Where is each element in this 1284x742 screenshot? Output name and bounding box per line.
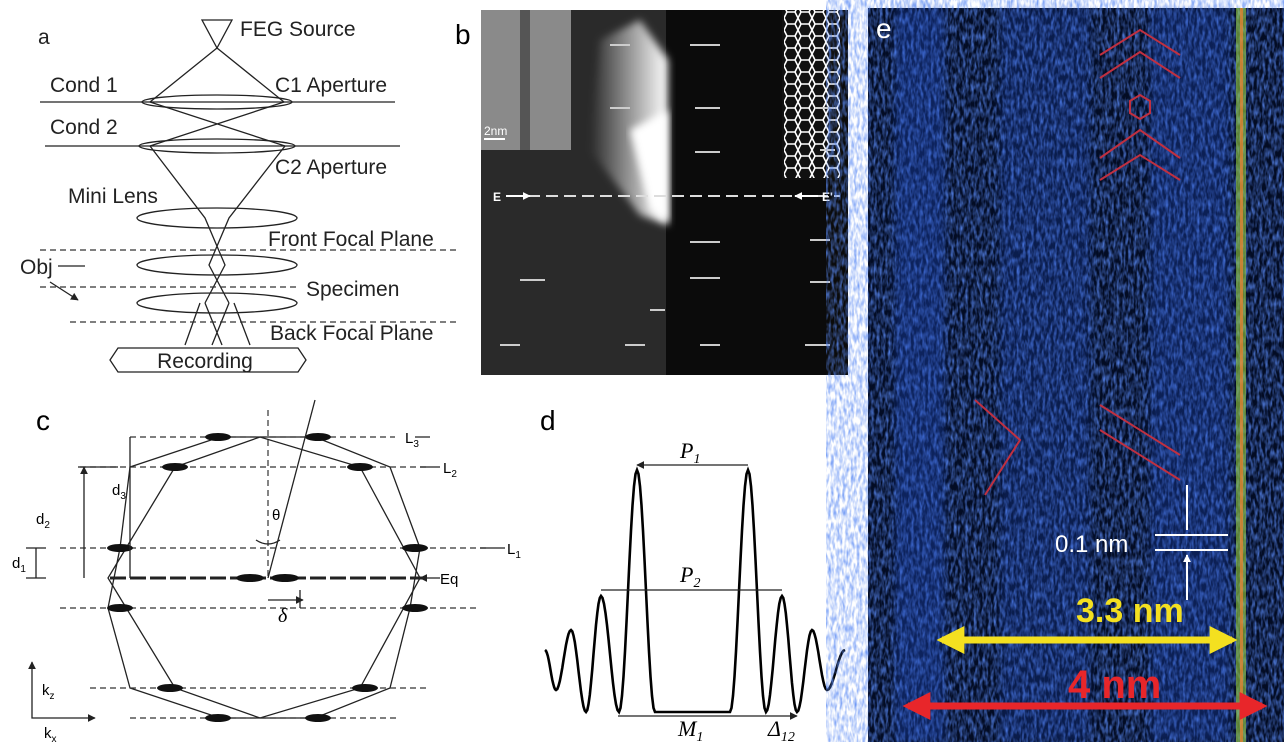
panel-c: c L3 L2 L1 Eq d2 d3 d1 θ δ kz kx bbox=[12, 400, 521, 742]
shape bbox=[1240, 8, 1243, 742]
panel-label: a bbox=[38, 26, 50, 49]
label: L2 bbox=[443, 460, 457, 480]
shape bbox=[305, 433, 331, 441]
label: L1 bbox=[507, 541, 521, 561]
shape bbox=[50, 266, 85, 300]
shape bbox=[347, 463, 373, 471]
panel-label: e bbox=[876, 13, 892, 44]
shape bbox=[268, 400, 315, 578]
shape bbox=[137, 293, 297, 313]
label-part: P bbox=[679, 562, 693, 587]
label-part: L bbox=[443, 460, 451, 477]
label: kx bbox=[44, 725, 57, 742]
shape bbox=[107, 544, 133, 552]
shape bbox=[520, 10, 530, 150]
label: FEG Source bbox=[240, 18, 356, 41]
shape bbox=[352, 684, 378, 692]
label-part: L bbox=[405, 430, 413, 447]
label: Eq bbox=[440, 571, 458, 588]
label-part: 1 bbox=[693, 452, 700, 467]
shape bbox=[1150, 8, 1230, 742]
scale-label: 2nm bbox=[484, 124, 507, 138]
label: Cond 2 bbox=[50, 116, 118, 139]
intensity-profile bbox=[545, 470, 845, 712]
panel-label: b bbox=[455, 19, 471, 50]
label: Δ12 bbox=[767, 716, 795, 742]
label-part: 2 bbox=[693, 576, 700, 591]
label: P2 bbox=[679, 562, 700, 591]
shape bbox=[402, 604, 428, 612]
shape bbox=[137, 208, 297, 228]
label-part: 1 bbox=[515, 550, 521, 561]
label: C1 Aperture bbox=[275, 74, 387, 97]
label-part: d bbox=[12, 555, 20, 572]
shape bbox=[415, 437, 505, 578]
label-part: 1 bbox=[696, 730, 703, 742]
label-part: 2 bbox=[44, 520, 50, 531]
label: L3 bbox=[405, 430, 419, 450]
shape bbox=[157, 684, 183, 692]
label: E bbox=[493, 190, 501, 204]
shape bbox=[150, 48, 285, 345]
panel-a: a FEG Source Cond 1 C1 Aperture Cond 2 C… bbox=[20, 18, 460, 373]
label: E' bbox=[822, 190, 833, 204]
shape bbox=[36, 437, 303, 600]
label: Back Focal Plane bbox=[270, 322, 433, 345]
shape bbox=[271, 574, 299, 582]
label: Obj bbox=[20, 256, 53, 279]
shape bbox=[162, 463, 188, 471]
label: 4 nm bbox=[1068, 663, 1161, 707]
shape bbox=[202, 20, 232, 48]
label: Front Focal Plane bbox=[268, 228, 434, 251]
label-part: Δ bbox=[767, 716, 781, 741]
shape bbox=[236, 574, 264, 582]
label: Mini Lens bbox=[68, 185, 158, 208]
shape bbox=[26, 467, 300, 608]
label: θ bbox=[272, 507, 280, 524]
label-part: 2 bbox=[451, 469, 457, 480]
label-part: 1 bbox=[20, 564, 26, 575]
label: d1 bbox=[12, 555, 26, 575]
label: 3.3 nm bbox=[1076, 592, 1184, 630]
label-part: 3 bbox=[120, 491, 126, 502]
label: 0.1 nm bbox=[1055, 531, 1128, 558]
label-part: 3 bbox=[413, 439, 419, 450]
panel-b: b 2nm E E' bbox=[455, 10, 848, 375]
label-part: L bbox=[507, 541, 515, 558]
panel-label: c bbox=[36, 405, 50, 436]
label: d3 bbox=[112, 482, 126, 502]
panel-label: d bbox=[540, 405, 556, 436]
label: Specimen bbox=[306, 278, 399, 301]
label: C2 Aperture bbox=[275, 156, 387, 179]
label: Cond 1 bbox=[50, 74, 118, 97]
shape bbox=[784, 10, 840, 178]
label: δ bbox=[278, 605, 288, 627]
shape bbox=[205, 433, 231, 441]
label: M1 bbox=[677, 716, 703, 742]
label: kz bbox=[42, 682, 55, 702]
shape bbox=[402, 544, 428, 552]
label-part: M bbox=[677, 716, 698, 741]
label-part: x bbox=[52, 734, 57, 742]
label-part: d bbox=[112, 482, 120, 499]
label: Recording bbox=[157, 350, 253, 373]
shape bbox=[107, 604, 133, 612]
label-part: 12 bbox=[781, 730, 795, 742]
panel-e: e 0.1 nm 3.3 nm 4 nm bbox=[868, 8, 1284, 742]
label-part: z bbox=[50, 691, 55, 702]
shape bbox=[895, 8, 945, 742]
label-part: P bbox=[679, 438, 693, 463]
panel-d: d P1 P2 M1 Δ12 bbox=[540, 405, 845, 742]
shape bbox=[205, 714, 231, 722]
shape bbox=[137, 255, 297, 275]
figure: a FEG Source Cond 1 C1 Aperture Cond 2 C… bbox=[0, 0, 1284, 742]
label-part: d bbox=[36, 511, 44, 528]
label: d2 bbox=[36, 511, 50, 531]
shape bbox=[1000, 8, 1090, 742]
label: P1 bbox=[679, 438, 700, 467]
shape bbox=[305, 714, 331, 722]
